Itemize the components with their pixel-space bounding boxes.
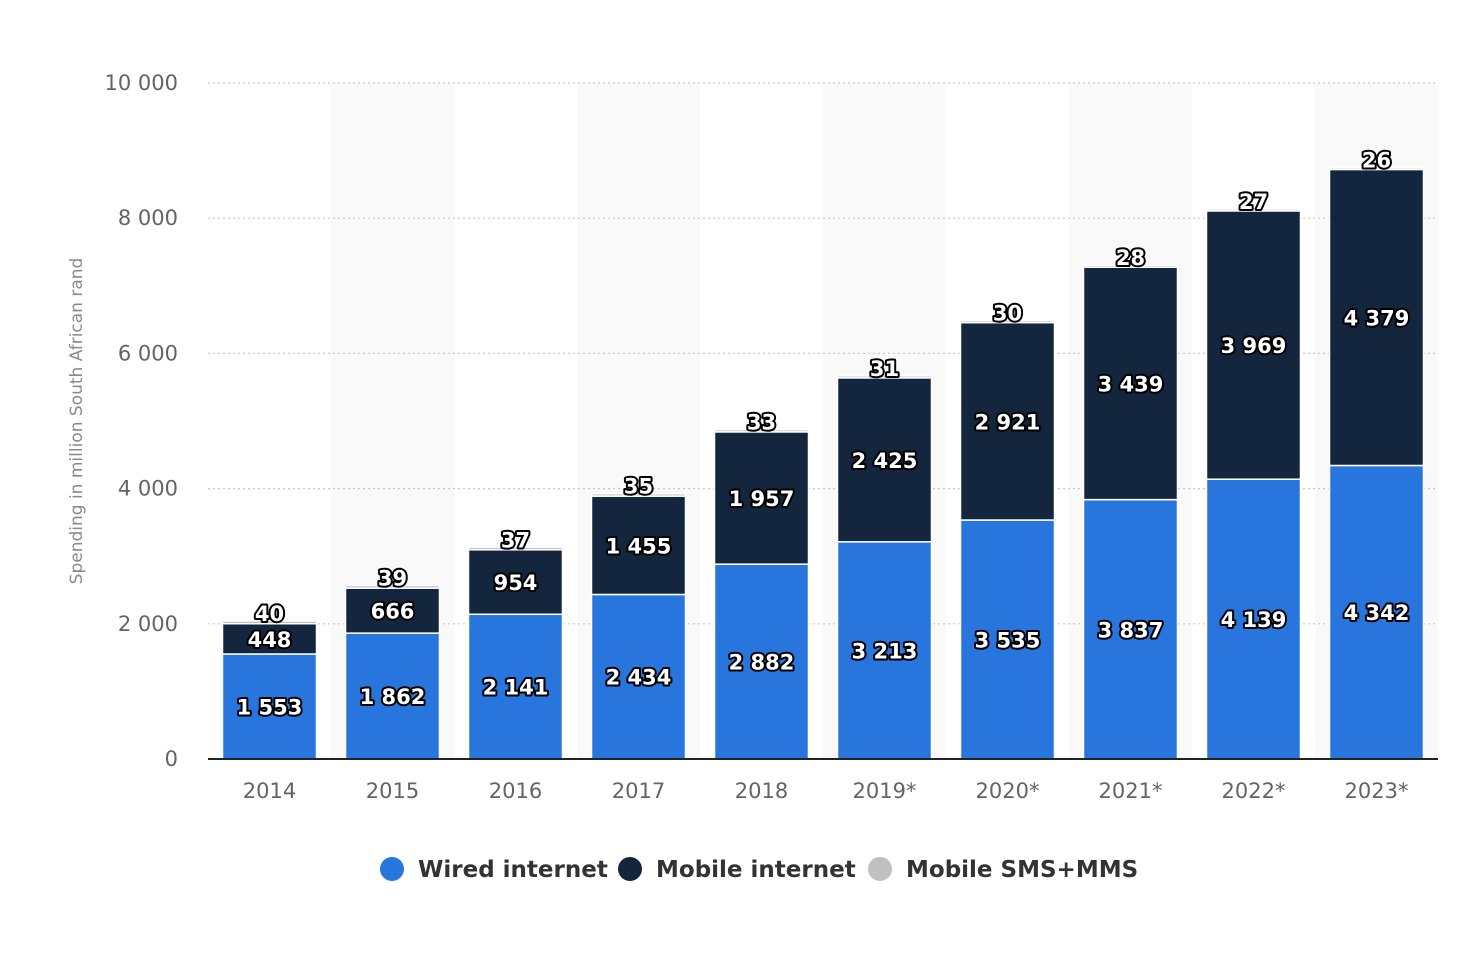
bar-mobile-sms-mms-2019*[interactable] <box>836 375 933 379</box>
bar-wired-internet-2020*[interactable] <box>959 519 1056 760</box>
data-label-mobile-sms-mms-2014: 40 <box>255 602 284 626</box>
bar-mobile-internet-2018[interactable] <box>713 431 810 565</box>
data-label-mobile-sms-mms-2015: 39 <box>378 566 407 590</box>
y-tick-label: 2 000 <box>118 612 178 636</box>
bar-wired-internet-2022*[interactable] <box>1205 478 1302 760</box>
x-tick-label: 2017 <box>612 779 665 803</box>
legend-swatch <box>868 857 892 881</box>
legend-label: Mobile SMS+MMS <box>906 857 1138 883</box>
data-label-wired-internet-2017: 2 434 <box>606 666 672 690</box>
bar-mobile-internet-2014[interactable] <box>221 622 318 655</box>
y-axis-title: Spending in million South African rand <box>67 258 87 585</box>
data-label-mobile-sms-mms-2023*: 26 <box>1362 149 1391 173</box>
axes: 0 2 000 4 000 6 000 8 000 10 000 Spending in m… <box>67 71 1438 803</box>
x-tick-label: 2023* <box>1345 779 1409 803</box>
x-tick-label: 2016 <box>489 779 542 803</box>
data-label-mobile-internet-2019*: 2 425 <box>852 449 918 473</box>
legend-item-mobile-internet[interactable]: Mobile internet <box>618 857 856 883</box>
bar-mobile-sms-mms-2020*[interactable] <box>959 319 1056 324</box>
y-tick-label: 4 000 <box>118 477 178 501</box>
bar-mobile-internet-2020*[interactable] <box>959 321 1056 521</box>
y-tick-label: 10 000 <box>105 71 178 95</box>
bar-wired-internet-2017[interactable] <box>590 593 687 760</box>
data-label-wired-internet-2022*: 4 139 <box>1221 608 1287 632</box>
y-tick-label: 6 000 <box>118 341 178 365</box>
bar-mobile-internet-2022*[interactable] <box>1205 210 1302 480</box>
data-label-mobile-sms-mms-2021*: 28 <box>1116 246 1145 270</box>
data-label-wired-internet-2019*: 3 213 <box>852 639 918 663</box>
data-label-wired-internet-2021*: 3 837 <box>1098 618 1164 642</box>
data-label-mobile-sms-mms-2020*: 30 <box>993 302 1022 326</box>
legend-item-mobile-sms-mms[interactable]: Mobile SMS+MMS <box>868 857 1138 883</box>
data-label-mobile-internet-2016: 954 <box>494 571 538 595</box>
data-label-wired-internet-2015: 1 862 <box>360 685 426 709</box>
data-label-wired-internet-2016: 2 141 <box>483 676 549 700</box>
bar-wired-internet-2014[interactable] <box>221 653 318 760</box>
data-label-wired-internet-2023*: 4 342 <box>1344 601 1410 625</box>
data-label-mobile-internet-2020*: 2 921 <box>975 410 1041 434</box>
legend-item-wired-internet[interactable]: Wired internet <box>380 857 608 883</box>
legend: Wired internet Mobile internet Mobile SMS+… <box>380 857 1138 883</box>
bar-mobile-sms-mms-2016[interactable] <box>467 546 564 551</box>
x-tick-label: 2018 <box>735 779 788 803</box>
data-label-mobile-sms-mms-2017: 35 <box>624 475 653 499</box>
bar-mobile-internet-2015[interactable] <box>344 587 441 634</box>
bar-mobile-sms-mms-2014[interactable] <box>221 620 318 625</box>
data-label-wired-internet-2018: 2 882 <box>729 651 795 675</box>
legend-swatch <box>618 857 642 881</box>
x-tick-label: 2019* <box>853 779 917 803</box>
bar-mobile-internet-2021*[interactable] <box>1082 266 1179 501</box>
data-label-mobile-internet-2015: 666 <box>371 600 415 624</box>
x-tick-label: 2022* <box>1222 779 1286 803</box>
x-tick-label: 2015 <box>366 779 419 803</box>
data-label-mobile-sms-mms-2019*: 31 <box>870 357 899 381</box>
bar-mobile-sms-mms-2015[interactable] <box>344 584 441 589</box>
y-tick-label: 0 <box>165 747 178 771</box>
data-label-mobile-internet-2022*: 3 969 <box>1221 334 1287 358</box>
data-label-mobile-sms-mms-2018: 33 <box>747 411 776 435</box>
data-label-wired-internet-2020*: 3 535 <box>975 629 1041 653</box>
bar-mobile-internet-2023*[interactable] <box>1328 168 1425 467</box>
bar-wired-internet-2019*[interactable] <box>836 541 933 760</box>
y-tick-label: 8 000 <box>118 206 178 230</box>
bar-mobile-sms-mms-2021*[interactable] <box>1082 264 1179 268</box>
data-label-mobile-internet-2021*: 3 439 <box>1098 372 1164 396</box>
data-label-wired-internet-2014: 1 553 <box>237 696 303 720</box>
bar-mobile-internet-2017[interactable] <box>590 495 687 596</box>
bar-mobile-sms-mms-2017[interactable] <box>590 492 687 497</box>
bars <box>221 166 1425 760</box>
bar-wired-internet-2021*[interactable] <box>1082 498 1179 760</box>
x-tick-label: 2021* <box>1099 779 1163 803</box>
data-label-mobile-internet-2014: 448 <box>248 628 292 652</box>
bar-mobile-sms-mms-2018[interactable] <box>713 428 810 433</box>
bar-mobile-internet-2019*[interactable] <box>836 377 933 543</box>
data-label-mobile-internet-2018: 1 957 <box>729 487 795 511</box>
data-label-mobile-sms-mms-2022*: 27 <box>1239 190 1268 214</box>
x-tick-label: 2020* <box>976 779 1040 803</box>
data-label-mobile-sms-mms-2016: 37 <box>501 528 530 552</box>
legend-swatch <box>380 857 404 881</box>
data-label-mobile-internet-2017: 1 455 <box>606 534 672 558</box>
bar-wired-internet-2018[interactable] <box>713 563 810 760</box>
bar-mobile-internet-2016[interactable] <box>467 549 564 616</box>
bar-wired-internet-2023*[interactable] <box>1328 464 1425 760</box>
bar-wired-internet-2015[interactable] <box>344 632 441 760</box>
data-label-mobile-internet-2023*: 4 379 <box>1344 306 1410 330</box>
bar-mobile-sms-mms-2023*[interactable] <box>1328 166 1425 171</box>
x-tick-label: 2014 <box>243 779 296 803</box>
bar-mobile-sms-mms-2022*[interactable] <box>1205 208 1302 212</box>
legend-label: Wired internet <box>418 857 608 883</box>
legend-label: Mobile internet <box>656 857 856 883</box>
